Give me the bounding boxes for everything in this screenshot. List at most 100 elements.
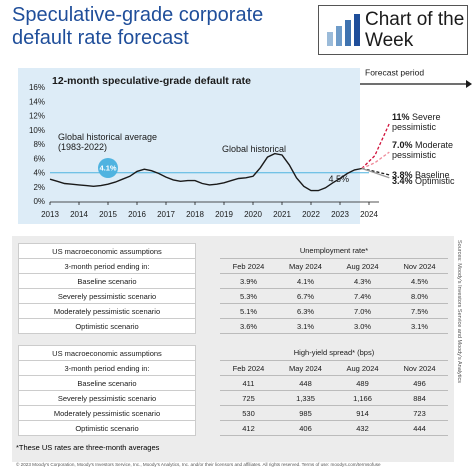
y-tick-label: 6% <box>33 154 45 163</box>
table-row: Severely pessimistic scenario 5.3% 6.7% 7.4… <box>18 288 448 304</box>
series-label: 11% Severe pessimistic <box>392 112 460 132</box>
table-gap <box>196 259 221 274</box>
x-tick-label: 2023 <box>331 210 349 219</box>
table-cell: 444 <box>391 420 448 436</box>
x-tick-label: 2024 <box>360 210 378 219</box>
series-line <box>361 123 390 169</box>
table-cell: 432 <box>334 420 391 436</box>
table-header-row: US macroeconomic assumptions Unemployment… <box>18 243 448 259</box>
table-cell: 1,335 <box>277 390 334 406</box>
table-cell: 6.7% <box>277 288 334 304</box>
y-tick-label: 12% <box>29 112 45 121</box>
table-cell: 406 <box>277 420 334 436</box>
table-row-label: Optimistic scenario <box>18 318 196 334</box>
x-tick-label: 2014 <box>70 210 88 219</box>
table-cell: 884 <box>391 390 448 406</box>
table-cell: 4.3% <box>334 273 391 289</box>
y-tick-label: 10% <box>29 126 45 135</box>
table-cell: 5.1% <box>220 303 277 319</box>
logo-text: Chart of the Week <box>365 9 465 51</box>
series-name: Optimistic <box>415 175 455 186</box>
table-row-label: Baseline scenario <box>18 273 196 289</box>
table-row: Moderately pessimistic scenario 5.1% 6.3% 7… <box>18 303 448 319</box>
table-row-label: Optimistic scenario <box>18 420 196 436</box>
series-label: Global historical <box>222 144 287 154</box>
series-line <box>49 152 362 192</box>
table-measure: High-yield spread* (bps) <box>220 345 448 361</box>
x-tick-label: 2015 <box>99 210 117 219</box>
x-tick-label: 2022 <box>302 210 320 219</box>
data-table: US macroeconomic assumptions High-yield s… <box>18 345 448 436</box>
table-header-row: US macroeconomic assumptions High-yield s… <box>18 345 448 361</box>
forecast-arrowhead <box>466 80 472 88</box>
table-cell: 3.6% <box>220 318 277 334</box>
data-label: 3.8% <box>392 169 413 180</box>
x-tick-label: 2016 <box>128 210 146 219</box>
table-row-label: Baseline scenario <box>18 375 196 391</box>
x-tick-label: 2020 <box>244 210 262 219</box>
table-gap <box>196 361 221 376</box>
table-measure: Unemployment rate* <box>220 243 448 259</box>
chart-panel <box>18 68 360 224</box>
table-period-label: 3-month period ending in: <box>18 360 196 376</box>
y-tick-label: 16% <box>29 83 45 92</box>
average-label: Global historical average (1983-2022) <box>58 132 158 152</box>
series-label: 3.4% Optimistic <box>392 176 460 186</box>
average-badge <box>98 158 118 178</box>
table-column: May 2024 <box>277 258 334 274</box>
table-header: US macroeconomic assumptions <box>18 345 196 361</box>
table-row-label: Moderately pessimistic scenario <box>18 405 196 421</box>
table-cell: 3.9% <box>220 273 277 289</box>
data-label: 3.4% <box>392 175 413 186</box>
table-cell: 448 <box>277 375 334 391</box>
table-row: Baseline scenario 3.9% 4.1% 4.3% 4.5% <box>18 273 448 289</box>
table-cell: 985 <box>277 405 334 421</box>
source: Sources: Moody's Investors Service and M… <box>456 240 462 384</box>
series-line <box>361 151 390 170</box>
chart-title: 12-month speculative-grade default rate <box>52 75 251 87</box>
y-tick-label: 0% <box>33 197 45 206</box>
table-cell: 8.0% <box>391 288 448 304</box>
table-row-label: Severely pessimistic scenario <box>18 390 196 406</box>
table-gap <box>196 391 221 406</box>
table-row-label: Moderately pessimistic scenario <box>18 303 196 319</box>
table-cell: 7.5% <box>391 303 448 319</box>
logo: Chart of the Week <box>318 5 468 55</box>
table-column: Feb 2024 <box>220 360 277 376</box>
table-gap <box>196 421 221 436</box>
table-gap <box>196 406 221 421</box>
logo-icon <box>327 14 360 46</box>
copyright: © 2023 Moody's Corporation, Moody's Inve… <box>16 462 381 467</box>
series-name: Moderate pessimistic <box>392 140 454 161</box>
table-column: Nov 2024 <box>391 360 448 376</box>
series-name: Severe pessimistic <box>392 111 441 132</box>
series-line <box>361 167 390 179</box>
x-tick-label: 2013 <box>41 210 59 219</box>
table-cell: 412 <box>220 420 277 436</box>
chart: 12-month speculative-grade default rate … <box>18 67 472 224</box>
table-cell: 725 <box>220 390 277 406</box>
table-gap <box>196 274 221 289</box>
y-tick-label: 8% <box>33 140 45 149</box>
table-gap <box>196 304 221 319</box>
data-label: 4.5% <box>328 173 350 184</box>
x-tick-label: 2018 <box>186 210 204 219</box>
table-gap <box>196 376 221 391</box>
footnote: *These US rates are three-month averages <box>16 443 160 452</box>
data-label: 11% <box>392 111 410 122</box>
table-cell: 7.4% <box>334 288 391 304</box>
table-cell: 411 <box>220 375 277 391</box>
x-tick-label: 2017 <box>157 210 175 219</box>
x-tick-label: 2021 <box>273 210 291 219</box>
table-row: Baseline scenario 411 448 489 496 <box>18 375 448 391</box>
table-period-row: 3-month period ending in: Feb 2024 May 202… <box>18 360 448 376</box>
table-cell: 4.1% <box>277 273 334 289</box>
table-column: Aug 2024 <box>334 360 391 376</box>
table-cell: 5.3% <box>220 288 277 304</box>
table-period-row: 3-month period ending in: Feb 2024 May 202… <box>18 258 448 274</box>
table-cell: 3.1% <box>277 318 334 334</box>
series-label: 7.0% Moderate pessimistic <box>392 140 460 160</box>
series-label: 3.8% Baseline <box>392 170 460 180</box>
table-header: US macroeconomic assumptions <box>18 243 196 259</box>
